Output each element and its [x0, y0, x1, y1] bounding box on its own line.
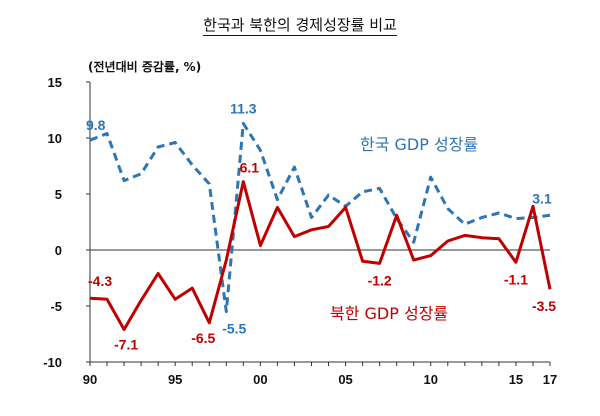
data-label: -6.5 — [191, 330, 215, 346]
south-korea-growth-line — [89, 121, 551, 314]
data-label: -5.5 — [222, 321, 246, 337]
y-tick-label: 10 — [48, 131, 62, 146]
data-label: -1.2 — [368, 272, 392, 288]
data-label: 3.1 — [532, 190, 552, 206]
y-axis-unit-label: (전년대비 증감률, %) — [88, 60, 202, 74]
x-tick-label: 00 — [253, 372, 267, 387]
y-tick-label: 0 — [55, 243, 62, 258]
data-label: -4.3 — [88, 273, 112, 289]
x-tick-label: 10 — [424, 372, 438, 387]
y-tick-label: -10 — [43, 355, 62, 370]
x-tick-label: 90 — [83, 372, 97, 387]
x-tick-label: 95 — [168, 372, 182, 387]
x-tick-label: 17 — [543, 372, 557, 387]
y-tick-label: 5 — [55, 187, 62, 202]
data-label: -3.5 — [532, 298, 556, 314]
south-korea-series-label: 한국 GDP 성장률 — [360, 135, 478, 154]
chart-title: 한국과 북한의 경제성장률 비교 — [203, 16, 397, 34]
data-label: 6.1 — [240, 160, 260, 176]
data-label: 11.3 — [230, 100, 257, 116]
y-tick-label: -5 — [50, 299, 62, 314]
x-tick-label: 15 — [509, 372, 523, 387]
north-korea-series-label: 북한 GDP 성장률 — [330, 304, 448, 323]
north-korea-growth-line — [89, 180, 552, 331]
x-tick-label: 05 — [338, 372, 352, 387]
data-label: -7.1 — [114, 337, 138, 353]
data-label: 9.8 — [86, 117, 106, 133]
data-label: -1.1 — [504, 271, 528, 287]
y-tick-label: 15 — [48, 75, 62, 90]
